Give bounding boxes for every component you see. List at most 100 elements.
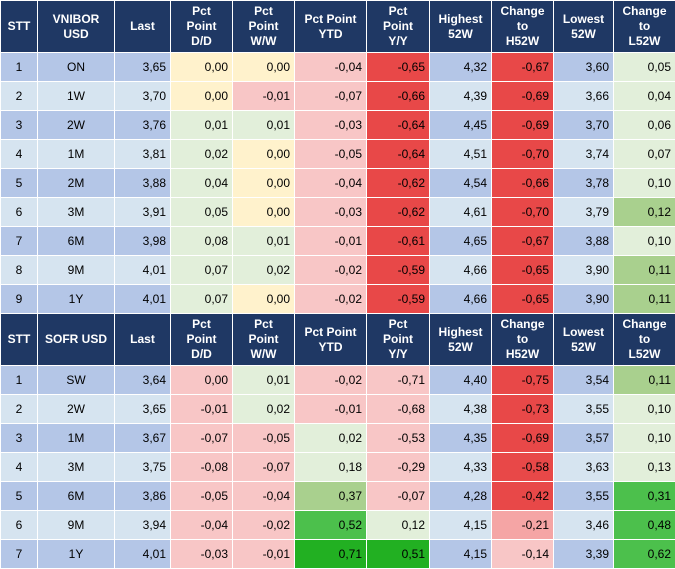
column-header-last: Last [115,1,171,53]
cell-term: 3M [38,198,115,227]
cell-pct-yy: -0,65 [367,53,430,82]
cell-last: 3,75 [115,453,171,482]
cell-lowest-52w: 3,55 [554,395,614,424]
cell-change-h52w: -0,67 [492,227,554,256]
cell-pct-dd: -0,03 [171,540,233,569]
cell-term: 9M [38,511,115,540]
cell-stt: 5 [1,169,38,198]
cell-term: 6M [38,482,115,511]
cell-pct-ytd: 0,37 [295,482,367,511]
cell-pct-ww: 0,00 [233,169,295,198]
cell-pct-ww: -0,04 [233,482,295,511]
cell-pct-ww: 0,00 [233,285,295,314]
cell-change-l52w: 0,31 [614,482,675,511]
cell-change-h52w: -0,21 [492,511,554,540]
cell-last: 4,01 [115,285,171,314]
cell-change-h52w: -0,70 [492,198,554,227]
cell-stt: 6 [1,511,38,540]
cell-pct-ytd: 0,52 [295,511,367,540]
cell-change-h52w: -0,65 [492,285,554,314]
cell-stt: 2 [1,82,38,111]
cell-pct-ww: 0,01 [233,366,295,395]
cell-pct-ytd: -0,03 [295,111,367,140]
cell-change-h52w: -0,65 [492,256,554,285]
cell-change-h52w: -0,14 [492,540,554,569]
cell-term: 1M [38,424,115,453]
cell-change-l52w: 0,05 [614,53,675,82]
cell-last: 3,70 [115,82,171,111]
cell-change-h52w: -0,58 [492,453,554,482]
cell-pct-yy: -0,62 [367,198,430,227]
cell-lowest-52w: 3,63 [554,453,614,482]
cell-change-h52w: -0,42 [492,482,554,511]
cell-highest-52w: 4,66 [430,256,492,285]
cell-last: 3,65 [115,53,171,82]
cell-change-l52w: 0,62 [614,540,675,569]
cell-stt: 1 [1,53,38,82]
cell-pct-dd: 0,00 [171,366,233,395]
cell-lowest-52w: 3,46 [554,511,614,540]
cell-pct-ww: 0,01 [233,227,295,256]
cell-pct-ytd: -0,02 [295,285,367,314]
cell-term: ON [38,53,115,82]
cell-pct-ytd: 0,02 [295,424,367,453]
cell-term: SW [38,366,115,395]
cell-pct-ytd: -0,04 [295,53,367,82]
cell-stt: 5 [1,482,38,511]
cell-lowest-52w: 3,60 [554,53,614,82]
cell-last: 4,01 [115,256,171,285]
cell-pct-yy: -0,62 [367,169,430,198]
cell-highest-52w: 4,40 [430,366,492,395]
cell-lowest-52w: 3,57 [554,424,614,453]
column-header-stt: STT [1,1,38,53]
cell-change-h52w: -0,73 [492,395,554,424]
cell-pct-ww: -0,01 [233,540,295,569]
cell-term: 6M [38,227,115,256]
cell-last: 3,88 [115,169,171,198]
cell-pct-yy: -0,71 [367,366,430,395]
cell-change-h52w: -0,67 [492,53,554,82]
column-header-stt: STT [1,314,38,366]
cell-change-l52w: 0,10 [614,424,675,453]
cell-term: 2M [38,169,115,198]
cell-pct-ww: 0,02 [233,395,295,424]
cell-pct-dd: 0,05 [171,198,233,227]
cell-pct-dd: -0,05 [171,482,233,511]
cell-change-l52w: 0,10 [614,169,675,198]
cell-highest-52w: 4,39 [430,82,492,111]
cell-lowest-52w: 3,88 [554,227,614,256]
cell-lowest-52w: 3,66 [554,82,614,111]
cell-pct-yy: 0,51 [367,540,430,569]
cell-pct-ytd: -0,03 [295,198,367,227]
cell-pct-yy: -0,64 [367,140,430,169]
cell-last: 4,01 [115,540,171,569]
cell-pct-ww: 0,01 [233,111,295,140]
cell-lowest-52w: 3,78 [554,169,614,198]
cell-last: 3,76 [115,111,171,140]
cell-highest-52w: 4,45 [430,111,492,140]
cell-pct-ww: -0,02 [233,511,295,540]
cell-term: 3M [38,453,115,482]
cell-pct-dd: 0,01 [171,111,233,140]
cell-pct-yy: -0,61 [367,227,430,256]
cell-highest-52w: 4,66 [430,285,492,314]
